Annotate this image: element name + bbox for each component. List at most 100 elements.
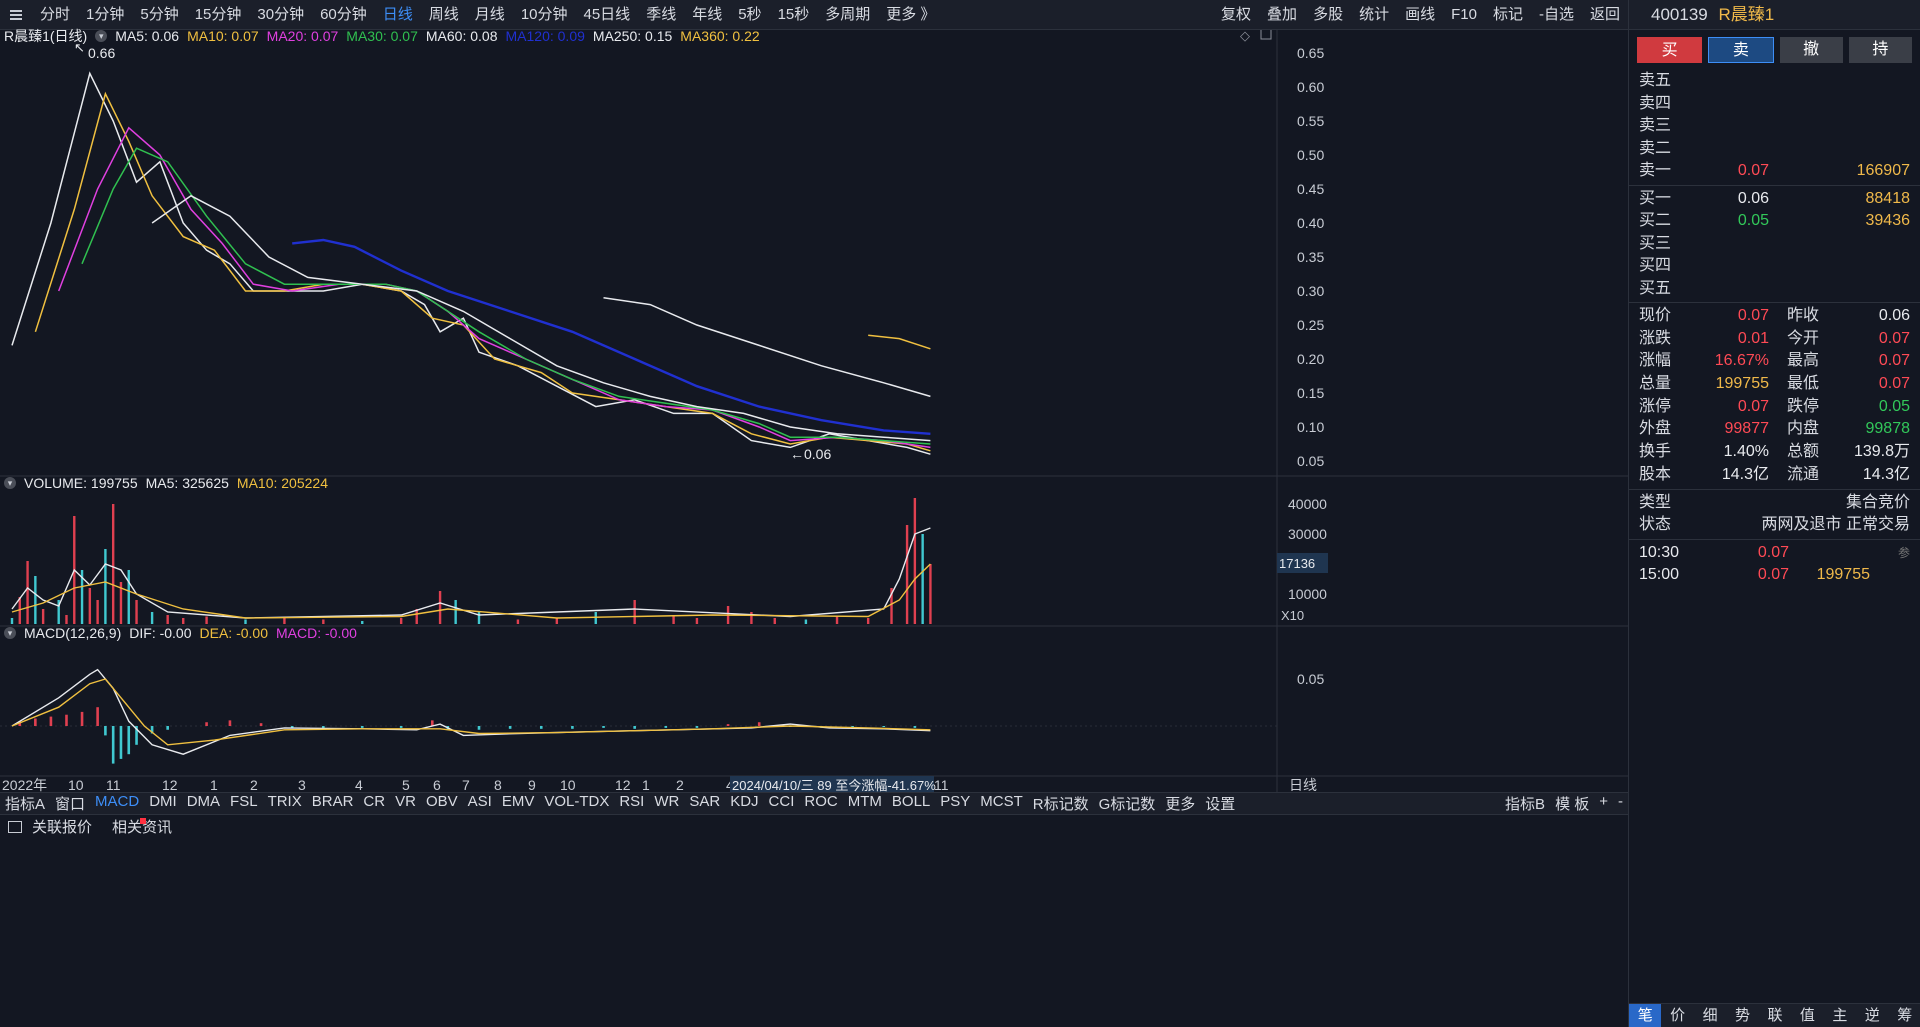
menu-icon[interactable] bbox=[4, 4, 28, 26]
indicator-tab[interactable]: TRIX bbox=[267, 793, 302, 810]
indicator-tab[interactable]: OBV bbox=[425, 793, 458, 810]
period-tab[interactable]: 45日线 bbox=[583, 5, 631, 23]
price-tick-label: 0.65 bbox=[1297, 45, 1324, 61]
indicator-tab[interactable]: ROC bbox=[804, 793, 838, 810]
indicator-tab[interactable]: MTM bbox=[847, 793, 882, 810]
period-tab[interactable]: 5分钟 bbox=[140, 5, 179, 23]
indicator-tab[interactable]: PSY bbox=[940, 793, 971, 810]
indicator-tool[interactable]: 模 板 bbox=[1555, 796, 1590, 813]
indicator-tab[interactable]: CCI bbox=[768, 793, 795, 810]
indicator-tab[interactable]: R标记数 bbox=[1032, 796, 1089, 813]
chevron-down-icon[interactable]: ▾ bbox=[4, 627, 16, 639]
indicator-tab[interactable]: KDJ bbox=[730, 793, 759, 810]
indicator-tab[interactable]: VOL-TDX bbox=[544, 793, 610, 810]
quote-tab[interactable]: 主 bbox=[1832, 1007, 1848, 1024]
chevron-down-icon[interactable]: ▾ bbox=[95, 30, 108, 42]
macd-bar bbox=[228, 720, 232, 726]
period-tab[interactable]: 更多 》 bbox=[886, 5, 936, 23]
quote-tab[interactable]: 笔 bbox=[1629, 1004, 1662, 1027]
quote-tab[interactable]: 值 bbox=[1799, 1007, 1815, 1024]
indicator-tab[interactable]: G标记数 bbox=[1098, 796, 1156, 813]
period-tab[interactable]: 分时 bbox=[40, 5, 71, 23]
period-tab[interactable]: 日线 bbox=[382, 5, 413, 23]
period-tab[interactable]: 1分钟 bbox=[86, 5, 125, 23]
related-quotes-tab[interactable]: 关联报价 bbox=[32, 819, 93, 836]
tool-button[interactable]: 复权 bbox=[1221, 5, 1252, 23]
quote-tab[interactable]: 价 bbox=[1670, 1007, 1686, 1024]
order-book-row[interactable]: 卖五 bbox=[1639, 70, 1910, 93]
indicator-tab[interactable]: 窗口 bbox=[55, 796, 86, 813]
indicator-tab[interactable]: VR bbox=[395, 793, 416, 810]
indicator-tab[interactable]: ASI bbox=[467, 793, 492, 810]
chart-canvas[interactable]: 0.66↖ ← 0.06 ◇ 0.65 0.60 0.55 0.50 0.45 0.40 0.35… bbox=[0, 30, 1628, 792]
indicator-tab[interactable]: DMI bbox=[149, 793, 177, 810]
positions-button[interactable]: 持 bbox=[1848, 37, 1912, 63]
sell-button[interactable]: 卖 bbox=[1708, 37, 1774, 63]
volume-bar bbox=[695, 618, 699, 624]
indicator-tab[interactable]: CR bbox=[363, 793, 386, 810]
indicator-tab[interactable]: MCST bbox=[980, 793, 1023, 810]
period-tab[interactable]: 30分钟 bbox=[257, 5, 305, 23]
chevron-down-icon[interactable]: ▾ bbox=[4, 477, 16, 489]
panel-toggle-icon[interactable] bbox=[8, 820, 22, 833]
order-book-row[interactable]: 卖一 0.07 166907 bbox=[1639, 160, 1910, 183]
cancel-order-button[interactable]: 撤 bbox=[1779, 37, 1843, 63]
diamond-icon[interactable]: ◇ bbox=[1240, 30, 1250, 43]
indicator-tab[interactable]: BOLL bbox=[891, 793, 931, 810]
indicator-tab[interactable]: FSL bbox=[230, 793, 258, 810]
order-book-row[interactable]: 买五 bbox=[1639, 278, 1910, 301]
quote-tab[interactable]: 势 bbox=[1735, 1007, 1751, 1024]
indicator-tool[interactable]: + bbox=[1599, 793, 1608, 810]
indicator-tab[interactable]: DMA bbox=[186, 793, 221, 810]
level-volume bbox=[1769, 115, 1910, 138]
tool-button[interactable]: 统计 bbox=[1359, 5, 1390, 23]
indicator-tab[interactable]: 设置 bbox=[1205, 796, 1236, 813]
level-volume bbox=[1769, 70, 1910, 93]
order-book-row[interactable]: 买二 0.05 39436 bbox=[1639, 210, 1910, 233]
indicator-tool[interactable]: 指标B bbox=[1505, 796, 1546, 813]
period-tab[interactable]: 15秒 bbox=[777, 5, 810, 23]
period-tab[interactable]: 多周期 bbox=[825, 5, 871, 23]
related-news-tab[interactable]: 相关资讯 bbox=[112, 819, 173, 836]
indicator-tab[interactable]: EMV bbox=[501, 793, 535, 810]
period-tab[interactable]: 5秒 bbox=[738, 5, 762, 23]
time-tick-label: 3 bbox=[298, 777, 306, 792]
quote-tab[interactable]: 细 bbox=[1702, 1007, 1718, 1024]
period-tabs: 分时 1分钟 5分钟 15分钟 30分钟 60分钟 日线 周线 月线 10分钟 45日线 季线 年线 5秒… bbox=[32, 0, 943, 30]
period-tab[interactable]: 月线 bbox=[474, 5, 505, 23]
tool-button[interactable]: F10 bbox=[1451, 5, 1477, 23]
buy-button[interactable]: 买 bbox=[1637, 37, 1703, 63]
indicator-tab[interactable]: SAR bbox=[689, 793, 721, 810]
tool-button[interactable]: -自选 bbox=[1538, 5, 1574, 23]
period-tab[interactable]: 60分钟 bbox=[320, 5, 367, 23]
period-tab[interactable]: 10分钟 bbox=[520, 5, 568, 23]
order-book-row[interactable]: 买四 bbox=[1639, 255, 1910, 278]
quote-tab[interactable]: 筹 bbox=[1897, 1007, 1913, 1024]
indicator-tab[interactable]: BRAR bbox=[311, 793, 354, 810]
stock-name: R晨臻1 bbox=[1718, 5, 1775, 24]
period-tab[interactable]: 季线 bbox=[646, 5, 677, 23]
indicator-tab[interactable]: WR bbox=[654, 793, 680, 810]
quote-tab[interactable]: 逆 bbox=[1864, 1007, 1880, 1024]
period-tab[interactable]: 15分钟 bbox=[194, 5, 242, 23]
tool-button[interactable]: 画线 bbox=[1405, 5, 1436, 23]
period-tab[interactable]: 周线 bbox=[428, 5, 459, 23]
indicator-tab[interactable]: MACD bbox=[95, 793, 140, 810]
pane-settings-icon[interactable] bbox=[1260, 30, 1272, 40]
order-book-row[interactable]: 卖三 bbox=[1639, 115, 1910, 138]
order-book-row[interactable]: 买一 0.06 88418 bbox=[1639, 188, 1910, 211]
indicator-tab[interactable]: RSI bbox=[619, 793, 645, 810]
order-book-row[interactable]: 卖四 bbox=[1639, 93, 1910, 116]
order-book-row[interactable]: 买三 bbox=[1639, 233, 1910, 256]
tool-button[interactable]: 标记 bbox=[1492, 5, 1523, 23]
tool-button[interactable]: 多股 bbox=[1313, 5, 1344, 23]
quote-tab[interactable]: 联 bbox=[1767, 1007, 1783, 1024]
indicator-tab[interactable]: 指标A bbox=[5, 796, 46, 813]
period-tab[interactable]: 年线 bbox=[692, 5, 723, 23]
indicator-tool[interactable]: - bbox=[1618, 793, 1623, 810]
indicator-tab[interactable]: 更多 bbox=[1165, 796, 1196, 813]
order-book-row[interactable]: 卖二 bbox=[1639, 138, 1910, 161]
price-tick-label: 0.30 bbox=[1297, 283, 1324, 299]
tool-button[interactable]: 返回 bbox=[1589, 5, 1620, 23]
tool-button[interactable]: 叠加 bbox=[1267, 5, 1298, 23]
